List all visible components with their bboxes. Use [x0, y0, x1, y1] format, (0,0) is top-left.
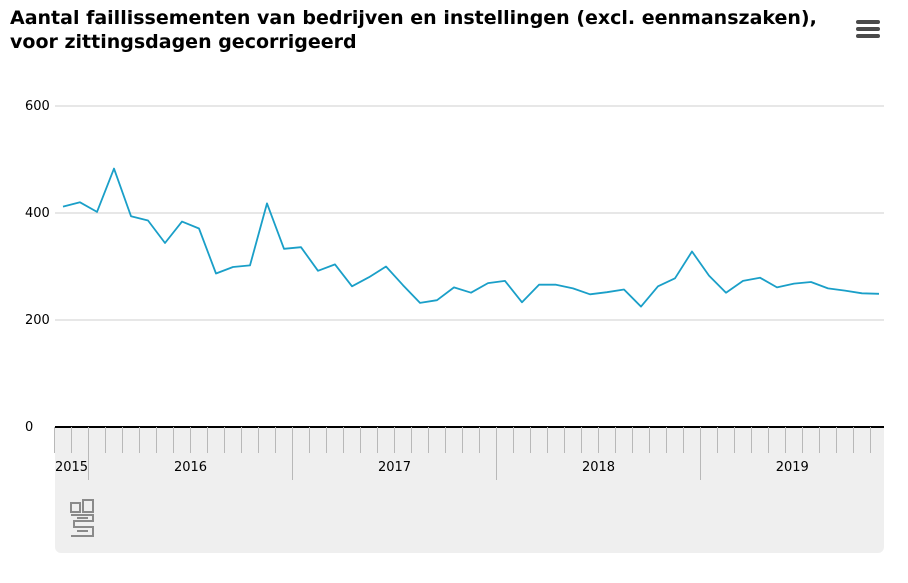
data-point [792, 281, 797, 286]
data-point [537, 282, 542, 287]
data-point [78, 200, 83, 205]
data-point [724, 290, 729, 295]
data-point [112, 166, 117, 171]
footer-panel [55, 480, 884, 553]
menu-bar [856, 27, 880, 31]
x-year-label: 2019 [776, 460, 809, 475]
data-point [622, 287, 627, 292]
data-point [197, 226, 202, 231]
menu-bar [856, 20, 880, 24]
data-point [639, 304, 644, 309]
data-point [418, 300, 423, 305]
data-point [146, 218, 151, 223]
data-point [826, 286, 831, 291]
gridlines [55, 105, 884, 321]
data-point [299, 245, 304, 250]
x-axis: 2015 2016 2017 2018 2019 [54, 426, 884, 480]
data-point [180, 219, 185, 224]
data-point [384, 264, 389, 269]
data-point [571, 286, 576, 291]
data-point [367, 275, 372, 280]
data-point [214, 271, 219, 276]
data-point [469, 290, 474, 295]
x-year-label: 2018 [582, 460, 615, 475]
data-point [877, 291, 882, 296]
data-point [673, 276, 678, 281]
data-point [61, 204, 66, 209]
y-tick-label: 400 [25, 206, 50, 221]
data-point [129, 214, 134, 219]
data-point [860, 291, 865, 296]
data-point [452, 285, 457, 290]
data-point [435, 298, 440, 303]
data-point [316, 268, 321, 273]
x-year-label: 2017 [378, 460, 411, 475]
data-point [707, 273, 712, 278]
menu-bar [856, 34, 880, 38]
data-point [282, 246, 287, 251]
data-point [741, 278, 746, 283]
y-tick-label: 0 [25, 420, 33, 435]
data-point [588, 292, 593, 297]
x-year-label: 2016 [174, 460, 207, 475]
data-point [554, 282, 559, 287]
x-year-label: 2015 [55, 460, 88, 475]
x-axis-band [55, 427, 884, 480]
data-point [265, 201, 270, 206]
chart-title: Aantal faillissementen van bedrijven en … [10, 7, 817, 53]
data-point [248, 263, 253, 268]
y-tick-label: 600 [25, 99, 50, 114]
data-point [843, 288, 848, 293]
data-point [690, 249, 695, 254]
data-point [401, 283, 406, 288]
data-point [95, 209, 100, 214]
y-tick-label: 200 [25, 313, 50, 328]
data-point [605, 290, 610, 295]
series-line [62, 167, 880, 308]
cbs-logo-icon[interactable] [68, 499, 96, 539]
data-point [809, 280, 814, 285]
data-point [656, 284, 661, 289]
series-layer [61, 166, 882, 309]
y-axis: 0 200 400 600 [25, 99, 50, 435]
hamburger-menu-icon[interactable] [856, 18, 880, 40]
data-point [350, 284, 355, 289]
data-point [231, 265, 236, 270]
data-point [163, 240, 168, 245]
data-point [775, 285, 780, 290]
data-point [503, 278, 508, 283]
data-point [758, 275, 763, 280]
data-point [486, 281, 491, 286]
data-point [333, 262, 338, 267]
data-point [520, 300, 525, 305]
